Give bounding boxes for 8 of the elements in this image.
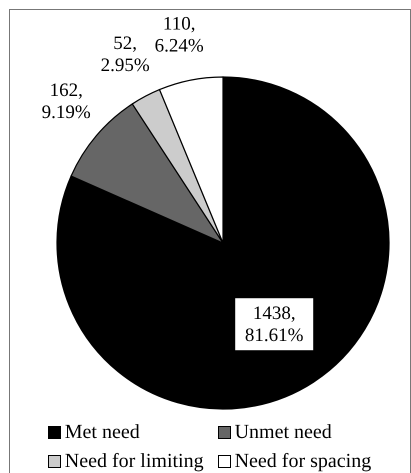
data-label: 110, 6.24% <box>154 13 204 56</box>
legend-label: Need for limiting <box>64 450 204 473</box>
data-label: 1438, 81.61% <box>244 302 304 346</box>
data-label: 162, 9.19% <box>42 80 91 123</box>
legend-label: Unmet need <box>234 421 332 444</box>
legend-label: Met need <box>64 421 140 444</box>
data-label: 52, 2.95% <box>100 32 150 76</box>
legend-label: Need for spacing <box>234 450 372 473</box>
